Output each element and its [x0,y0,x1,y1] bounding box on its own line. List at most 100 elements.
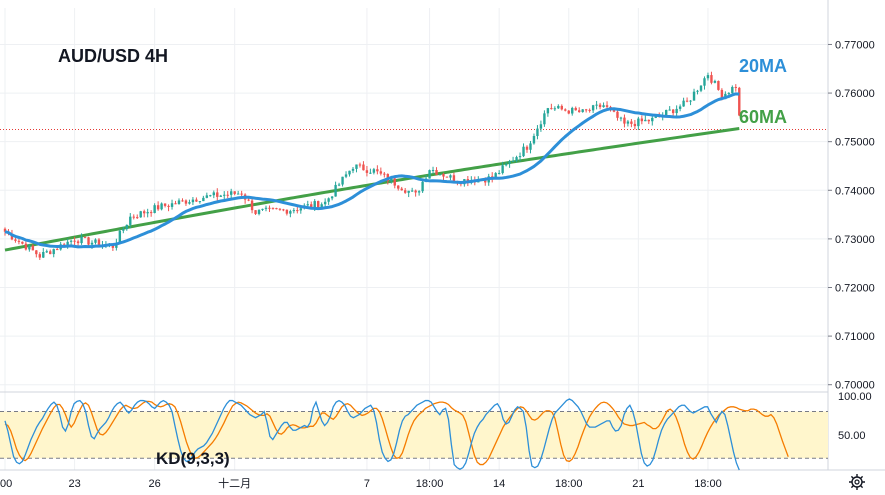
candle[interactable] [640,115,644,125]
candle[interactable] [153,203,156,214]
candle[interactable] [170,199,174,210]
candle[interactable] [156,201,160,211]
candle[interactable] [421,179,424,193]
candle[interactable] [219,194,222,197]
candle[interactable] [692,88,696,101]
candle[interactable] [508,159,511,168]
candle[interactable] [536,125,539,140]
candle[interactable] [522,143,525,158]
candle[interactable] [216,188,219,201]
candle[interactable] [644,115,647,122]
candle[interactable] [355,164,358,173]
candle[interactable] [574,106,577,111]
candle[interactable] [83,236,87,239]
candle[interactable] [31,244,35,251]
candle[interactable] [125,224,128,231]
candle[interactable] [616,108,619,121]
candle[interactable] [202,195,205,202]
candle[interactable] [296,206,299,214]
candle[interactable] [525,145,529,153]
candle[interactable] [553,106,557,112]
candle[interactable] [209,194,212,197]
candle[interactable] [383,171,386,178]
candle[interactable] [619,116,623,122]
candle[interactable] [233,191,236,196]
candle[interactable] [240,190,243,197]
candle[interactable] [212,190,215,199]
candle[interactable] [236,190,240,195]
candle[interactable] [647,119,650,125]
candle[interactable] [703,76,706,90]
candle[interactable] [543,110,546,127]
candle[interactable] [449,174,452,181]
candle[interactable] [45,249,48,253]
candle[interactable] [734,84,737,92]
settings-gear-icon[interactable] [849,474,865,490]
candle[interactable] [668,106,671,111]
candle[interactable] [181,198,184,202]
candle[interactable] [73,236,76,246]
candle[interactable] [139,210,142,218]
candle[interactable] [588,108,591,113]
candle[interactable] [379,167,383,176]
candle[interactable] [327,197,330,205]
candle[interactable] [365,166,369,177]
candle[interactable] [132,214,135,220]
candle[interactable] [717,80,720,91]
candle[interactable] [581,109,584,113]
candle[interactable] [431,166,435,174]
candle[interactable] [351,166,355,174]
candle[interactable] [129,213,132,229]
candle[interactable] [344,171,348,179]
candle[interactable] [407,190,410,198]
candle[interactable] [205,192,209,199]
candle[interactable] [518,152,522,162]
candle[interactable] [35,250,38,258]
candle[interactable] [268,205,271,212]
candle[interactable] [362,161,365,171]
candle[interactable] [675,105,678,117]
candle[interactable] [250,197,254,214]
candle[interactable] [292,208,296,214]
candle[interactable] [404,188,407,194]
candle[interactable] [3,227,7,236]
candle[interactable] [529,140,532,154]
candle[interactable] [198,201,202,204]
candle[interactable] [400,186,403,191]
candle[interactable] [184,199,188,206]
candle[interactable] [330,196,334,201]
candle[interactable] [163,203,167,208]
candle[interactable] [393,176,396,189]
candle[interactable] [633,119,637,130]
candle[interactable] [731,85,734,95]
candle[interactable] [149,210,153,217]
candle[interactable] [497,170,501,175]
candle[interactable] [24,241,28,251]
candle[interactable] [38,252,41,260]
candle[interactable] [605,101,609,110]
candle[interactable] [289,209,292,218]
candle[interactable] [428,169,431,179]
candle[interactable] [546,107,550,117]
candle[interactable] [143,209,146,218]
candle[interactable] [696,89,699,95]
candle[interactable] [682,97,685,107]
candle[interactable] [417,190,421,196]
candle[interactable] [160,202,163,211]
candle[interactable] [442,172,445,181]
candle[interactable] [191,197,195,206]
candle[interactable] [539,120,543,132]
candle[interactable] [337,182,341,187]
candle[interactable] [397,185,400,191]
candle[interactable] [532,133,536,145]
candle[interactable] [348,170,351,177]
candle[interactable] [271,207,275,210]
candle[interactable] [571,106,574,116]
candle[interactable] [122,226,125,234]
candle[interactable] [230,188,233,199]
candle[interactable] [564,108,567,112]
candle[interactable] [42,248,45,259]
candle[interactable] [738,86,741,117]
candle[interactable] [306,200,309,207]
